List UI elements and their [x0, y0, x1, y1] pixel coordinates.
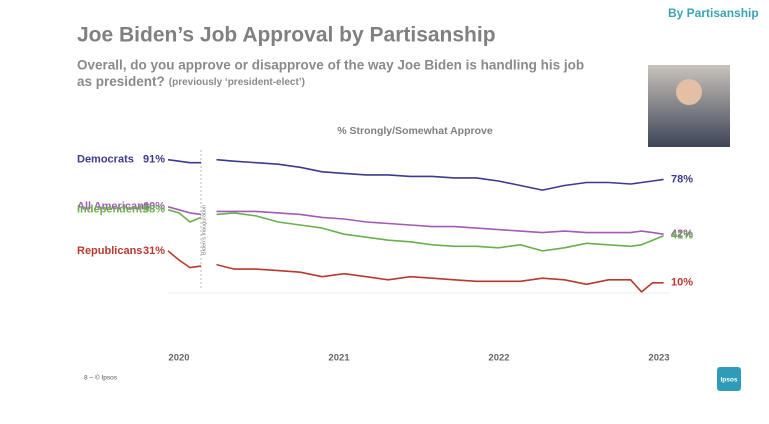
logo [717, 367, 741, 391]
value-label: 41% [671, 230, 693, 242]
value-label: 58% [143, 204, 165, 216]
photo-face [676, 79, 702, 105]
logo-text: Ipsos [721, 377, 738, 384]
series-line [167, 250, 664, 293]
series-line [167, 158, 664, 191]
photo [648, 65, 730, 147]
series-line [167, 206, 664, 235]
chart-title: % Strongly/Somewhat Approve [337, 125, 493, 137]
legend-label: Democrats [77, 154, 134, 166]
period-label: 2021 [328, 353, 350, 364]
subtitle-line: as president? [77, 74, 165, 89]
section-tag: By Partisanship [668, 6, 759, 20]
value-label: 78% [671, 173, 693, 185]
subtitle: as president? (previously ‘president-elec… [77, 74, 305, 89]
period-label: 2020 [168, 353, 189, 364]
subtitle-note: (previously ‘president-elect’) [169, 77, 305, 88]
footer: 8 – © Ipsos [84, 374, 118, 382]
legend-label: Independents [77, 204, 149, 216]
annotation: Biden’s Inauguration [201, 205, 207, 255]
value-label: 42% [671, 228, 693, 240]
slide-title: Joe Biden’s Job Approval by Partisanship [77, 24, 496, 47]
value-label: 60% [143, 201, 165, 213]
subtitle: Overall, do you approve or disapprove of… [77, 58, 584, 73]
legend-label: All Americans [77, 201, 150, 213]
period-label: 2022 [488, 353, 509, 364]
legend-label: Republicans [77, 245, 142, 257]
value-label: 91% [143, 154, 165, 166]
series-line [167, 209, 664, 252]
value-label: 31% [143, 245, 165, 257]
value-label: 10% [671, 277, 693, 289]
period-label: 2023 [648, 353, 669, 364]
